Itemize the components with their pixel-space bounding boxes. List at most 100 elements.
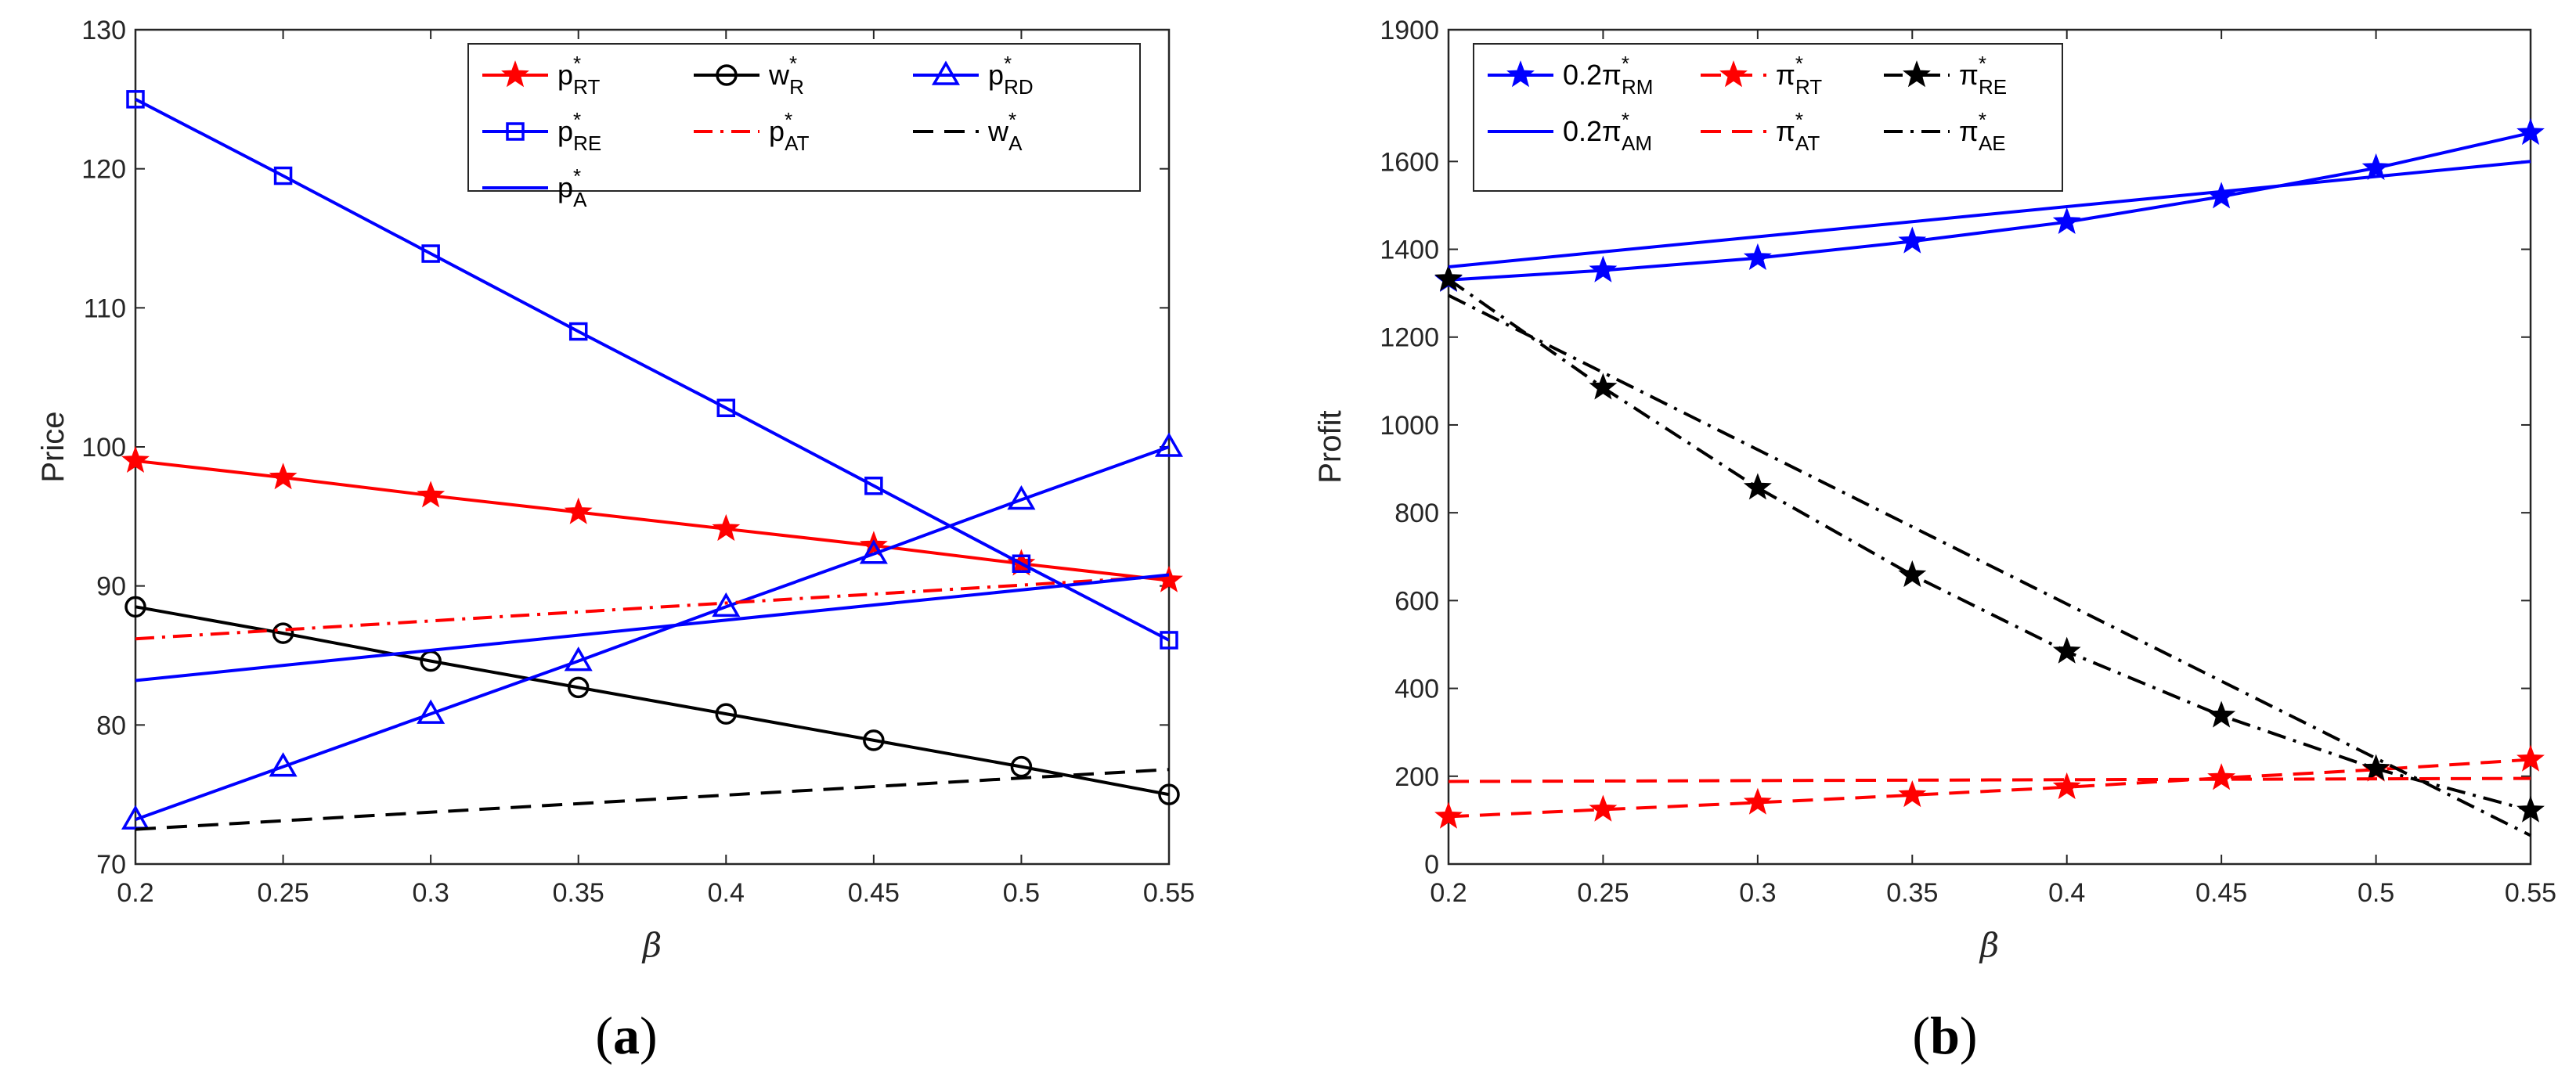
x-tick-label: 0.5 <box>1003 878 1040 908</box>
x-axis-label: β <box>1979 926 1999 964</box>
legend-symbol: π <box>1602 115 1622 147</box>
data-point-rt <box>1898 780 1927 808</box>
data-point-rm <box>2361 153 2390 180</box>
legend-label: w* A <box>987 108 1023 155</box>
data-point-re <box>2361 754 2390 781</box>
legend-symbol: p <box>557 59 573 91</box>
legend-marker <box>1719 60 1748 88</box>
legend-box <box>1473 43 2063 192</box>
legend-subscript: R <box>789 75 804 99</box>
y-tick-label: 1200 <box>1380 323 1439 353</box>
legend-symbol: π <box>1776 59 1795 91</box>
data-point-rd <box>859 539 888 564</box>
y-tick-label: 70 <box>96 850 126 880</box>
panel-label-b: (b) <box>1912 1006 1977 1065</box>
data-point-rd <box>1154 432 1184 457</box>
legend: 0.2π* RM π* RT π* RE0.2π* AM π* AT π* AE <box>1473 43 2063 192</box>
data-point-re <box>2052 636 2081 664</box>
series-a <box>135 768 1170 831</box>
legend-label: 0.2π* AM <box>1563 108 1652 155</box>
data-point-re <box>1589 373 1618 400</box>
legend-subscript: AT <box>785 131 809 155</box>
legend-label: π* RT <box>1776 52 1822 99</box>
legend-subscript: AE <box>1979 131 2006 155</box>
legend-subscript: RE <box>573 131 601 155</box>
data-point-re <box>273 166 293 185</box>
legend-superscript: * <box>1979 52 1986 75</box>
x-tick-label: 0.4 <box>708 878 745 908</box>
legend-label: p* A <box>557 164 587 211</box>
series-line-rt <box>135 459 1170 582</box>
data-point-rt <box>269 463 298 490</box>
data-point-re <box>716 398 736 418</box>
y-tick-label: 200 <box>1394 762 1439 792</box>
x-tick-label: 0.25 <box>257 878 308 908</box>
x-tick-label: 0.5 <box>2358 878 2394 908</box>
legend-label: p* AT <box>769 108 810 155</box>
panel-b-profit-chart: 0.2 0.25 0.3 0.35 0.4 0.45 0.5 0.55 0 200 400 600 80… <box>1313 16 2556 964</box>
data-point-re <box>1160 631 1178 650</box>
data-point-rt <box>417 481 446 508</box>
panel-label-a: (a) <box>595 1006 657 1065</box>
data-point-r <box>124 596 146 618</box>
x-tick-label: 0.25 <box>1577 878 1629 908</box>
series-at <box>135 574 1170 641</box>
legend-superscript: * <box>789 52 797 75</box>
legend-label: p* RT <box>557 52 600 99</box>
series-line-rm <box>1448 131 2531 282</box>
legend-entry-r: w* R <box>694 52 804 99</box>
legend-symbol: p <box>988 59 1004 91</box>
y-tick-label: 800 <box>1394 499 1439 528</box>
series-re <box>1434 264 2545 823</box>
legend-symbol: π <box>1776 115 1795 147</box>
legend-superscript: * <box>1008 108 1016 131</box>
data-point-re <box>126 90 145 109</box>
legend-entry-re: π* RE <box>1884 52 2007 99</box>
x-tick-label: 0.55 <box>1143 878 1195 908</box>
series-line-re <box>1447 278 2531 812</box>
legend-entry-rt: π* RT <box>1701 52 1822 99</box>
data-point-rt <box>1743 787 1772 815</box>
legend-symbol: p <box>557 171 573 203</box>
y-tick-label: 600 <box>1394 586 1439 616</box>
data-point-re <box>421 244 440 263</box>
series-line-rd <box>135 445 1170 821</box>
legend-entry-a: p* A <box>482 164 587 211</box>
legend-superscript: * <box>1795 52 1803 75</box>
series-rd <box>121 432 1184 830</box>
y-tick-label: 1400 <box>1380 236 1439 265</box>
data-point-rt <box>712 513 741 542</box>
x-tick-label: 0.45 <box>848 878 900 908</box>
data-point-re <box>1012 554 1031 573</box>
data-point-rt <box>2207 763 2236 790</box>
data-point-re <box>1898 560 1927 588</box>
y-axis-label: Price <box>36 411 70 482</box>
legend-entry-at: p* AT <box>694 108 810 155</box>
series-line-am <box>1448 160 2531 268</box>
legend-entry-a: w* A <box>913 108 1023 155</box>
legend-subscript: RM <box>1622 75 1653 99</box>
y-axis-label: Profit <box>1313 410 1348 483</box>
data-point-rt <box>1434 801 1463 829</box>
legend-superscript: * <box>1622 52 1629 75</box>
legend-superscript: * <box>573 52 581 75</box>
panel-a-price-chart: 0.2 0.25 0.3 0.35 0.4 0.45 0.5 0.55 70 80 90 100 110… <box>36 16 1195 964</box>
series-line-ae <box>1448 293 2531 837</box>
legend-prefix: 0.2 <box>1563 115 1602 147</box>
legend-entry-at: π* AT <box>1701 108 1820 155</box>
x-tick-label: 0.2 <box>1430 878 1467 908</box>
legend-marker <box>1506 60 1535 88</box>
legend-subscript: RD <box>1004 75 1034 99</box>
legend-symbol: p <box>557 115 573 147</box>
data-point-rt <box>121 445 150 473</box>
data-point-rt <box>2516 744 2545 772</box>
data-point-r <box>1158 783 1180 805</box>
legend-entry-rd: p* RD <box>913 52 1034 99</box>
data-point-re <box>1434 264 1463 291</box>
y-tick-label: 1600 <box>1380 147 1439 177</box>
data-point-r <box>567 676 590 699</box>
data-point-rm <box>1898 226 1927 254</box>
series-ae <box>1448 293 2531 837</box>
